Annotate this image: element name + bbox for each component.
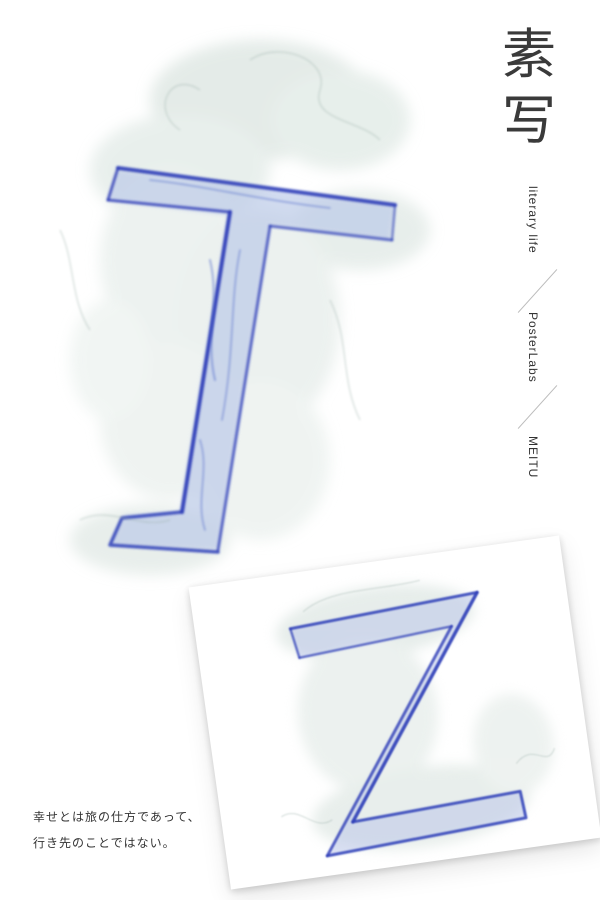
title-char-2: 写 xyxy=(502,89,556,152)
vertical-label-posterlabs: PosterLabs xyxy=(526,312,540,383)
vertical-label-meitu: MEITU xyxy=(526,436,540,479)
quote-text: 幸せとは旅の仕方であって、 行き先のことではない。 xyxy=(33,804,233,856)
title-cjk: 素 写 xyxy=(494,22,564,154)
quote-line-1: 幸せとは旅の仕方であって、 xyxy=(33,810,201,824)
vertical-label-literary-life: literary life xyxy=(526,186,540,254)
title-char-1: 素 xyxy=(502,23,556,86)
smoke-letter-z xyxy=(276,579,555,858)
quote-line-2: 行き先のことではない。 xyxy=(33,836,176,850)
photo-card xyxy=(188,535,600,890)
